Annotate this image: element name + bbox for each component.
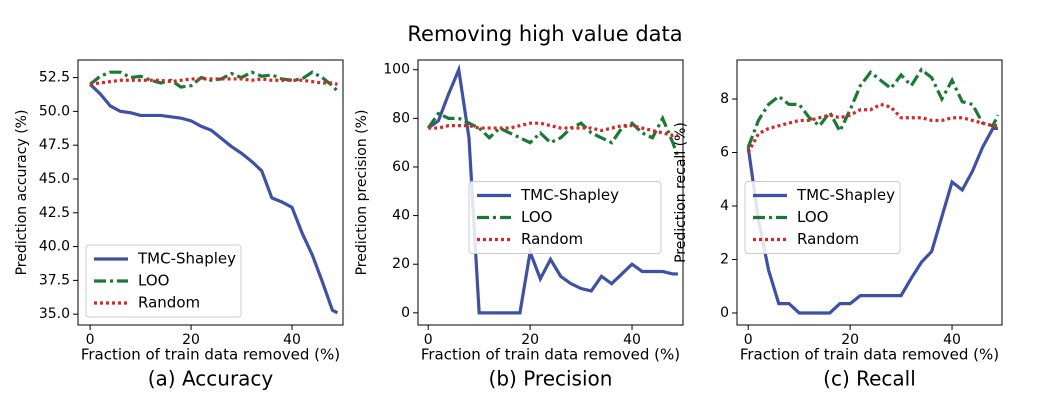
legend-label: LOO	[521, 208, 552, 226]
subplot-caption: (b) Precision	[489, 367, 613, 391]
y-axis-label: Prediction precision (%)	[354, 110, 370, 276]
legend-box	[744, 181, 901, 254]
series-line	[89, 83, 339, 315]
y-tick-label: 8	[720, 91, 729, 107]
x-tick-label: 40	[623, 332, 641, 348]
y-tick-label: 45.0	[39, 171, 70, 187]
series-line	[746, 126, 998, 315]
x-tick-label: 0	[744, 332, 753, 348]
legend-label: LOO	[138, 272, 169, 290]
legend-label: Random	[797, 230, 859, 248]
series-line	[746, 67, 1000, 148]
x-tick-label: 0	[424, 332, 433, 348]
legend-label: LOO	[797, 208, 828, 226]
series-line	[428, 121, 678, 137]
figure-title: Removing high value data	[407, 22, 682, 46]
subplot-caption: (a) Accuracy	[148, 367, 274, 391]
y-tick-label: 37.5	[39, 272, 70, 288]
series-line	[426, 111, 680, 158]
y-tick-label: 100	[383, 62, 410, 78]
y-tick-label: 47.5	[39, 137, 70, 153]
y-tick-label: 40.0	[39, 239, 70, 255]
legend: TMC-Shapley LOO Random	[85, 244, 242, 318]
legend-label: TMC-Shapley	[520, 186, 619, 204]
x-tick-label: 40	[283, 332, 301, 348]
x-tick-label: 20	[521, 332, 539, 348]
y-tick-label: 20	[392, 256, 410, 272]
x-axis-label: Fraction of train data removed (%)	[81, 346, 340, 364]
legend-label: TMC-Shapley	[137, 250, 236, 268]
y-axis-label: Prediction recall (%)	[673, 122, 689, 263]
axes-frame	[77, 59, 344, 326]
y-tick-label: 42.5	[39, 205, 70, 221]
legend-label: Random	[138, 294, 200, 312]
x-tick-label: 20	[841, 332, 859, 348]
legend-box	[468, 181, 662, 254]
legend: TMC-Shapley LOO Random	[744, 181, 901, 254]
y-tick-label: 0	[401, 305, 410, 321]
series-line	[427, 63, 678, 315]
axes-frame	[736, 59, 1003, 326]
y-tick-label: 4	[720, 198, 729, 214]
legend-label: Random	[521, 230, 583, 248]
subplot: 35.0 37.5 40.0 42.5 45.0 47.5 50.0 52.5 0 20 40Fra…	[14, 59, 344, 391]
subplot-caption: (c) Recall	[823, 367, 916, 391]
x-tick-label: 0	[86, 332, 95, 348]
series-line	[746, 102, 998, 154]
legend-label: TMC-Shapley	[796, 186, 895, 204]
x-axis-label: Fraction of train data removed (%)	[740, 346, 999, 364]
y-tick-label: 35.0	[39, 306, 70, 322]
x-axis-label: Fraction of train data removed (%)	[421, 346, 680, 364]
series-line	[89, 77, 338, 86]
y-tick-label: 60	[392, 159, 410, 175]
y-tick-label: 6	[720, 145, 729, 161]
y-axis-label: Prediction accuracy (%)	[14, 110, 30, 276]
y-tick-label: 52.5	[39, 70, 70, 86]
legend-box	[85, 244, 242, 318]
y-tick-label: 0	[720, 305, 729, 321]
y-tick-label: 40	[392, 208, 410, 224]
legend: TMC-Shapley LOO Random	[468, 181, 662, 254]
x-tick-label: 20	[182, 332, 200, 348]
y-tick-label: 2	[720, 251, 729, 267]
y-tick-label: 80	[392, 110, 410, 126]
y-tick-label: 50.0	[39, 103, 70, 119]
axes-frame	[417, 59, 684, 326]
x-tick-label: 40	[943, 332, 961, 348]
